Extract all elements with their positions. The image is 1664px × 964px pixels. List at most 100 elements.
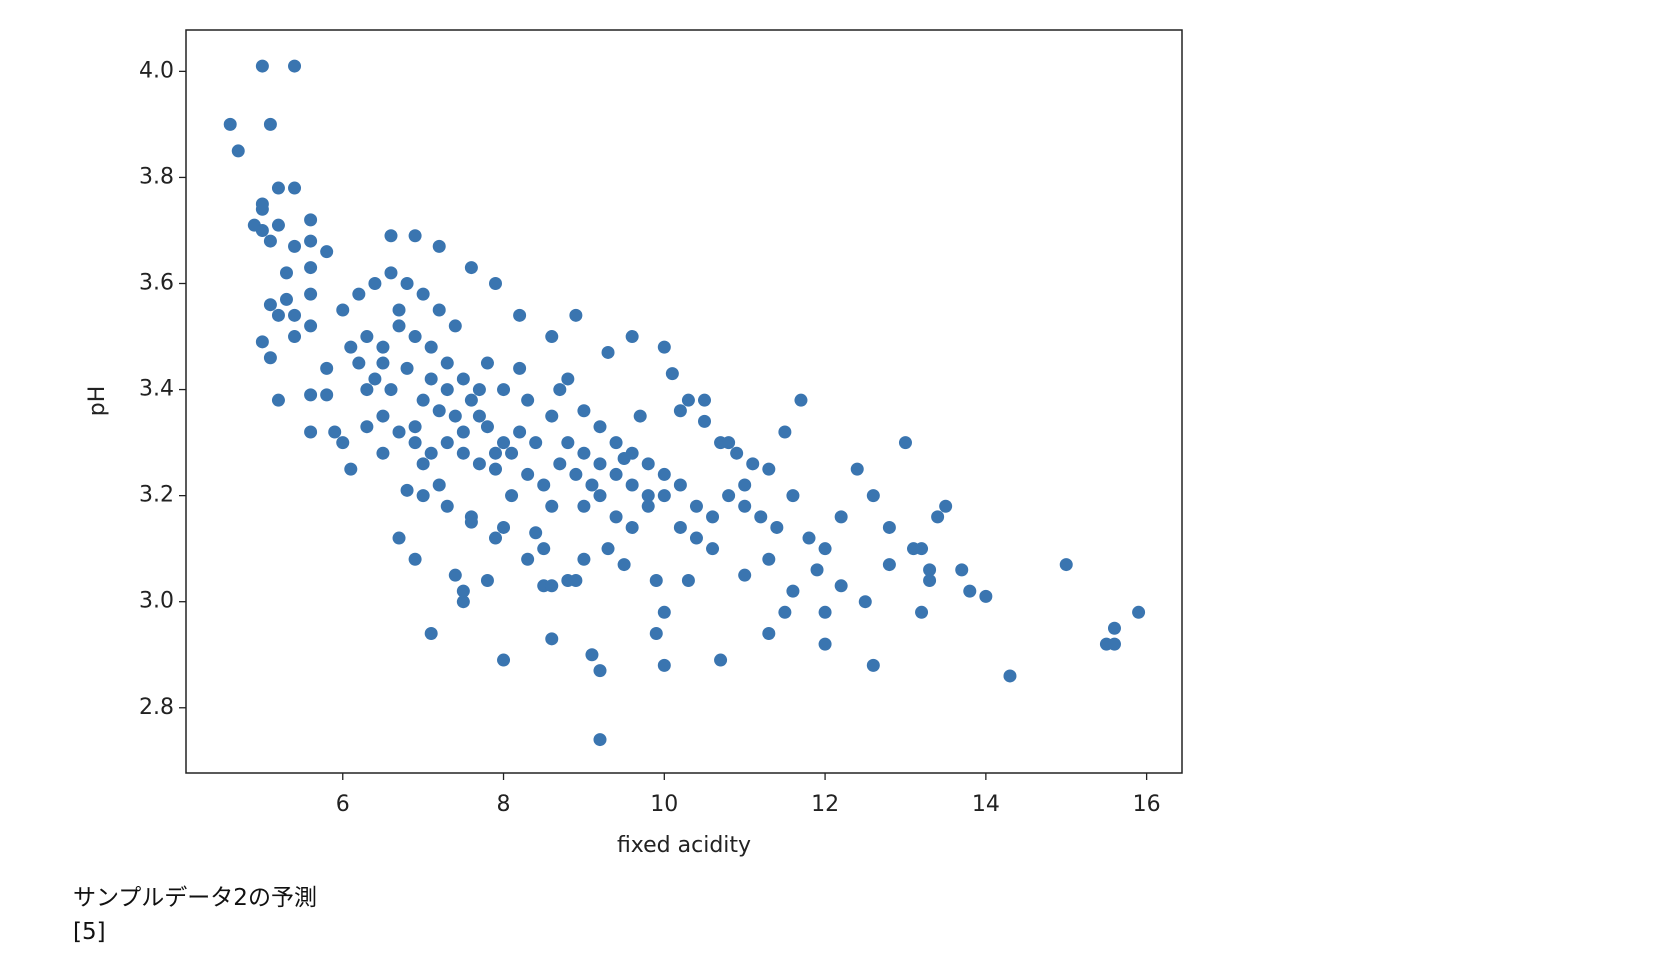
point <box>384 266 398 280</box>
point <box>657 658 671 672</box>
point <box>255 197 269 211</box>
point <box>963 584 977 598</box>
y-axis-label: pH <box>85 386 110 417</box>
point <box>472 383 486 397</box>
point <box>440 383 454 397</box>
point <box>513 425 527 439</box>
point <box>304 287 318 301</box>
point <box>657 489 671 503</box>
point <box>778 605 792 619</box>
point <box>432 239 446 253</box>
point <box>593 733 607 747</box>
point <box>320 245 334 259</box>
point <box>545 409 559 423</box>
point <box>440 356 454 370</box>
point <box>521 393 535 407</box>
point <box>416 457 430 471</box>
point <box>609 436 623 450</box>
point <box>497 436 511 450</box>
point <box>440 436 454 450</box>
point <box>448 409 462 423</box>
point <box>255 335 269 349</box>
point <box>681 573 695 587</box>
point <box>625 520 639 534</box>
y-tick-label: 3.4 <box>139 377 174 402</box>
point <box>376 409 390 423</box>
point <box>754 510 768 524</box>
point <box>408 229 422 243</box>
y-tick-label: 3.2 <box>139 483 174 508</box>
point <box>609 467 623 481</box>
point <box>625 478 639 492</box>
point <box>593 664 607 678</box>
point <box>263 298 277 312</box>
point <box>456 425 470 439</box>
point <box>601 542 615 556</box>
y-tick-label: 4.0 <box>139 58 174 83</box>
point <box>464 393 478 407</box>
point <box>464 510 478 524</box>
point <box>1132 605 1146 619</box>
point <box>336 303 350 317</box>
point <box>786 584 800 598</box>
point <box>521 552 535 566</box>
point <box>545 632 559 646</box>
x-tick-label: 10 <box>650 792 678 817</box>
point <box>271 393 285 407</box>
y-tick-label: 3.8 <box>139 164 174 189</box>
point <box>762 552 776 566</box>
point <box>231 144 245 158</box>
point <box>288 308 302 322</box>
point <box>505 489 519 503</box>
point <box>304 261 318 275</box>
point <box>673 478 687 492</box>
point <box>480 356 494 370</box>
point <box>746 457 760 471</box>
point <box>706 542 720 556</box>
y-tick-label: 3.6 <box>139 271 174 296</box>
point <box>569 308 583 322</box>
point <box>714 653 728 667</box>
point <box>488 462 502 476</box>
point <box>288 239 302 253</box>
point <box>818 605 832 619</box>
point <box>706 510 720 524</box>
point <box>304 234 318 248</box>
point <box>279 266 293 280</box>
point <box>834 510 848 524</box>
point <box>955 563 969 577</box>
point <box>545 499 559 513</box>
point <box>304 319 318 333</box>
point <box>320 388 334 402</box>
point <box>529 526 543 540</box>
point <box>882 558 896 572</box>
point <box>657 467 671 481</box>
point <box>866 658 880 672</box>
output-text: サンプルデータ2の予測 <box>73 885 317 911</box>
point <box>263 351 277 365</box>
point <box>440 499 454 513</box>
x-tick-label: 8 <box>497 792 511 817</box>
point <box>939 499 953 513</box>
point <box>271 218 285 232</box>
point <box>456 584 470 598</box>
point <box>850 462 864 476</box>
point <box>376 356 390 370</box>
point <box>593 489 607 503</box>
point <box>882 520 896 534</box>
point <box>432 303 446 317</box>
point <box>392 319 406 333</box>
point <box>537 478 551 492</box>
point <box>456 446 470 460</box>
point <box>360 420 374 434</box>
point <box>577 404 591 418</box>
point <box>384 229 398 243</box>
point <box>360 330 374 344</box>
point <box>834 579 848 593</box>
point <box>738 499 752 513</box>
point <box>786 489 800 503</box>
point <box>697 414 711 428</box>
point <box>601 345 615 359</box>
point <box>762 462 776 476</box>
